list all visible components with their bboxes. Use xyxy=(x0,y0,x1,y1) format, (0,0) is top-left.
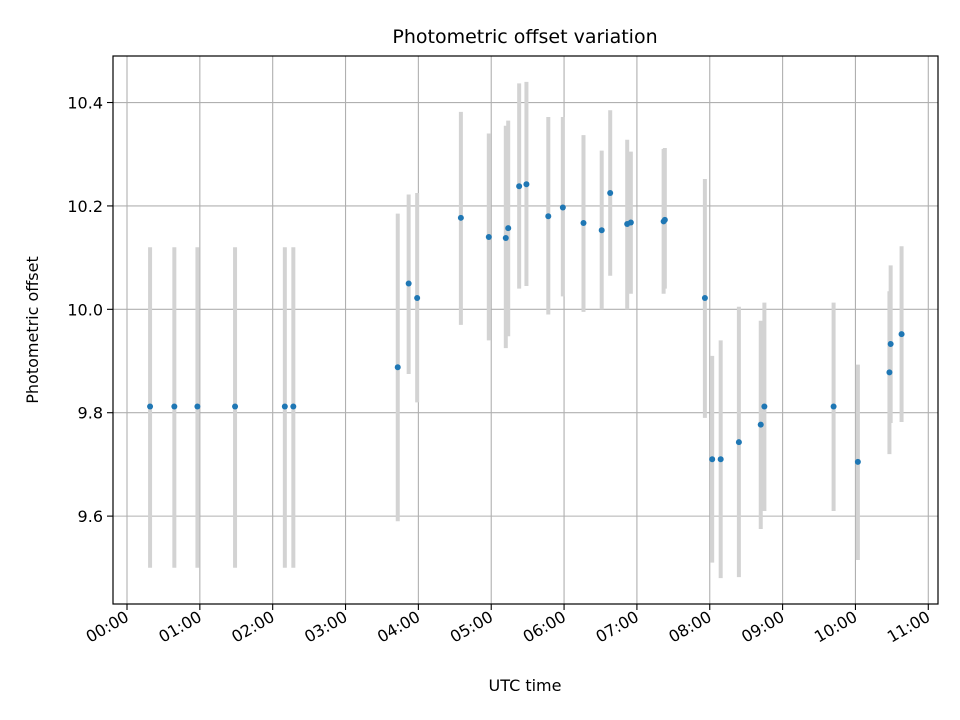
y-tick-label: 9.8 xyxy=(78,404,103,423)
data-point xyxy=(394,364,401,371)
data-point xyxy=(598,227,605,234)
y-axis: 9.6 9.8 10.0 10.2 10.4 xyxy=(67,94,113,526)
data-point xyxy=(580,219,587,226)
data-point xyxy=(147,403,154,410)
grid xyxy=(113,56,938,604)
data-point xyxy=(854,458,861,465)
data-point xyxy=(886,369,893,376)
plot-frame xyxy=(112,55,939,605)
data-point xyxy=(516,183,523,190)
data-point xyxy=(505,225,512,232)
data-point xyxy=(607,190,614,196)
data-point xyxy=(559,204,566,211)
data-point xyxy=(661,216,668,223)
y-tick-label: 10.2 xyxy=(67,197,103,216)
x-axis-title: UTC time xyxy=(489,676,562,695)
data-point xyxy=(171,403,178,410)
y-tick-label: 9.6 xyxy=(78,507,103,526)
data-points xyxy=(147,181,905,465)
data-point xyxy=(523,181,530,188)
data-point xyxy=(887,340,894,347)
data-point xyxy=(290,403,297,410)
data-point xyxy=(830,403,837,410)
data-point xyxy=(545,213,552,220)
data-point xyxy=(735,439,742,446)
data-point xyxy=(761,403,768,410)
data-point xyxy=(898,331,905,338)
data-point xyxy=(701,294,708,301)
chart-title: Photometric offset variation xyxy=(392,26,657,48)
data-point xyxy=(502,234,509,241)
data-point xyxy=(414,294,421,301)
y-tick-label: 10.4 xyxy=(67,94,103,113)
y-tick-label: 10.0 xyxy=(67,300,103,319)
data-point xyxy=(709,456,716,463)
data-point xyxy=(232,403,239,410)
data-point xyxy=(717,456,724,463)
y-axis-title: Photometric offset xyxy=(23,256,42,404)
data-point xyxy=(757,421,764,428)
data-point xyxy=(194,403,201,410)
data-point xyxy=(281,403,288,410)
data-point xyxy=(485,233,492,240)
data-point xyxy=(627,219,634,226)
data-point xyxy=(405,280,412,287)
data-point xyxy=(457,214,464,221)
